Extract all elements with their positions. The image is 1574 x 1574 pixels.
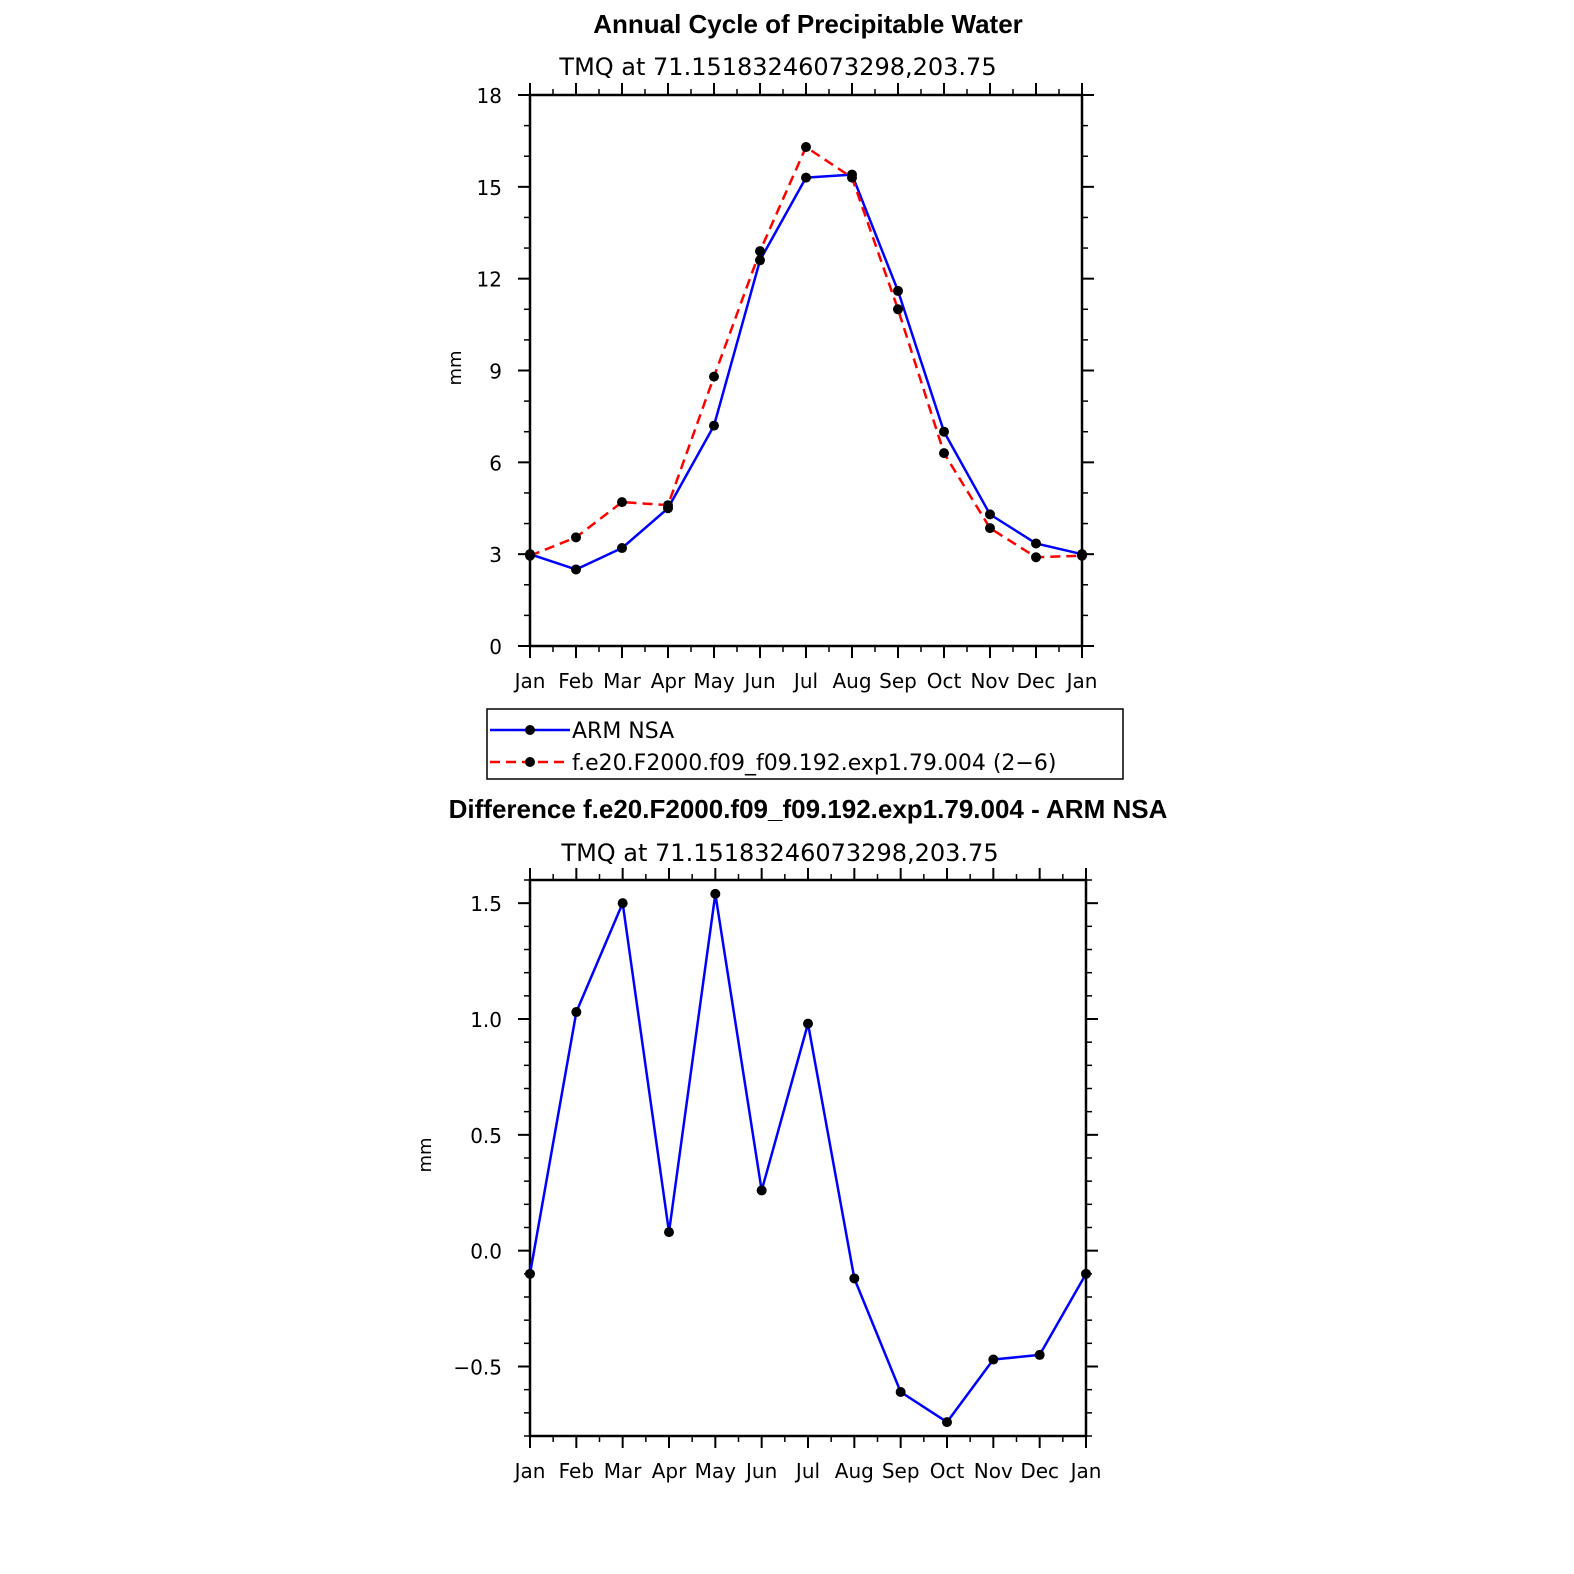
y-tick-label: 0 [489, 635, 502, 659]
data-point-series-0 [939, 426, 949, 437]
data-point-series-1 [1031, 552, 1041, 563]
x-tick-label: Feb [558, 669, 593, 693]
y-tick-label: −0.5 [453, 1356, 502, 1380]
data-point-series-0 [617, 543, 627, 554]
x-tick-label: Apr [651, 669, 686, 693]
data-point-series-1 [893, 304, 903, 315]
x-tick-label: Jan [513, 669, 546, 693]
data-point-series-0 [755, 255, 765, 266]
panel-1-subtitle: TMQ at 71.15183246073298,203.75 [558, 53, 996, 81]
x-tick-label: May [695, 1459, 737, 1483]
legend-label-model: f.e20.F2000.f09_f09.192.exp1.79.004 (2−6… [572, 751, 1056, 776]
panel-1-title: Annual Cycle of Precipitable Water [593, 9, 1023, 39]
x-tick-label: Nov [970, 669, 1009, 693]
data-point-series-1 [525, 550, 535, 561]
y-tick-label: 18 [477, 84, 502, 108]
data-point-series-0 [801, 172, 811, 183]
data-point-series-0 [985, 509, 995, 520]
series-line-0 [529, 173, 1083, 571]
series-line-1 [529, 145, 1083, 559]
x-tick-label: Dec [1017, 669, 1056, 693]
x-tick-label: Oct [930, 1459, 965, 1483]
legend-marker-model [525, 757, 535, 767]
x-tick-label: Apr [652, 1459, 687, 1483]
legend-marker-arm-nsa [525, 725, 535, 735]
data-point-series-0 [710, 888, 721, 899]
panel-2-subtitle: TMQ at 71.15183246073298,203.75 [560, 839, 998, 867]
data-point-series-1 [663, 500, 673, 511]
panel-1-ylabel: mm [445, 350, 466, 385]
plot-frame [528, 878, 1088, 1438]
data-point-series-0 [895, 1386, 906, 1397]
y-tick-label: 0.5 [470, 1124, 502, 1148]
x-tick-label: Sep [879, 669, 917, 693]
x-tick-label: May [693, 669, 735, 693]
data-point-series-0 [803, 1018, 813, 1029]
y-tick-label: 9 [489, 360, 502, 384]
data-point-series-0 [571, 1007, 582, 1018]
difference-panel: Difference f.e20.F2000.f09_f09.192.exp1.… [415, 794, 1168, 1483]
x-tick-label: Jan [1065, 669, 1098, 693]
x-tick-label: Mar [603, 669, 642, 693]
data-point-series-0 [1034, 1349, 1045, 1360]
panel-2-marks [525, 888, 1091, 1428]
panel-1-marks [525, 142, 1087, 575]
data-point-series-0 [942, 1417, 952, 1428]
data-point-series-1 [1077, 550, 1087, 561]
data-point-series-0 [617, 898, 628, 909]
data-point-series-0 [756, 1185, 767, 1196]
panel-2-title: Difference f.e20.F2000.f09_f09.192.exp1.… [449, 794, 1168, 824]
y-tick-label: 1.0 [470, 1008, 502, 1032]
y-tick-label: 0.0 [470, 1240, 502, 1264]
x-tick-label: Jan [1069, 1459, 1102, 1483]
data-point-series-0 [709, 420, 719, 431]
data-point-series-0 [893, 285, 903, 296]
x-tick-label: Aug [835, 1459, 874, 1483]
legend-box [486, 708, 1124, 780]
y-tick-label: 1.5 [470, 892, 502, 916]
y-tick-label: 3 [489, 543, 502, 567]
panel-2-ylabel: mm [415, 1137, 436, 1172]
x-tick-label: Feb [559, 1459, 594, 1483]
data-point-series-0 [849, 1273, 860, 1284]
x-tick-label: Jun [744, 1459, 777, 1483]
x-tick-label: Jul [792, 669, 818, 693]
data-point-series-0 [525, 1268, 535, 1279]
x-tick-label: Jun [742, 669, 775, 693]
x-tick-label: Dec [1020, 1459, 1059, 1483]
y-tick-label: 15 [477, 176, 502, 200]
data-point-series-1 [755, 246, 765, 257]
annual-cycle-panel: Annual Cycle of Precipitable Water TMQ a… [445, 9, 1097, 693]
data-point-series-1 [571, 532, 581, 543]
x-tick-label: Oct [927, 669, 962, 693]
legend: ARM NSA f.e20.F2000.f09_f09.192.exp1.79.… [486, 708, 1124, 780]
panel-1-axes: Jan Feb Mar Apr May Jun Jul Aug Sep Oct Nov Dec Jan 0… [477, 83, 1098, 693]
data-point-series-1 [939, 448, 949, 459]
data-point-series-1 [985, 523, 995, 534]
x-tick-label: Aug [832, 669, 871, 693]
data-point-series-0 [988, 1354, 999, 1365]
x-tick-label: Jul [794, 1459, 820, 1483]
y-tick-label: 12 [477, 268, 502, 292]
data-point-series-0 [664, 1227, 674, 1238]
series-line-0 [528, 892, 1088, 1424]
panel-2-axes: Jan Feb Mar Apr May Jun Jul Aug Sep Oct Nov Dec Jan −… [453, 868, 1101, 1483]
data-point-series-1 [617, 497, 627, 508]
legend-label-arm-nsa: ARM NSA [572, 719, 674, 744]
data-point-series-0 [571, 564, 581, 575]
data-point-series-1 [709, 371, 719, 382]
x-tick-label: Jan [513, 1459, 546, 1483]
x-tick-label: Sep [882, 1459, 920, 1483]
data-point-series-1 [801, 142, 811, 153]
x-tick-label: Nov [974, 1459, 1013, 1483]
data-point-series-1 [847, 172, 857, 183]
data-point-series-0 [1081, 1268, 1091, 1279]
y-tick-label: 6 [489, 451, 502, 475]
data-point-series-0 [1031, 538, 1041, 549]
x-tick-label: Mar [604, 1459, 643, 1483]
